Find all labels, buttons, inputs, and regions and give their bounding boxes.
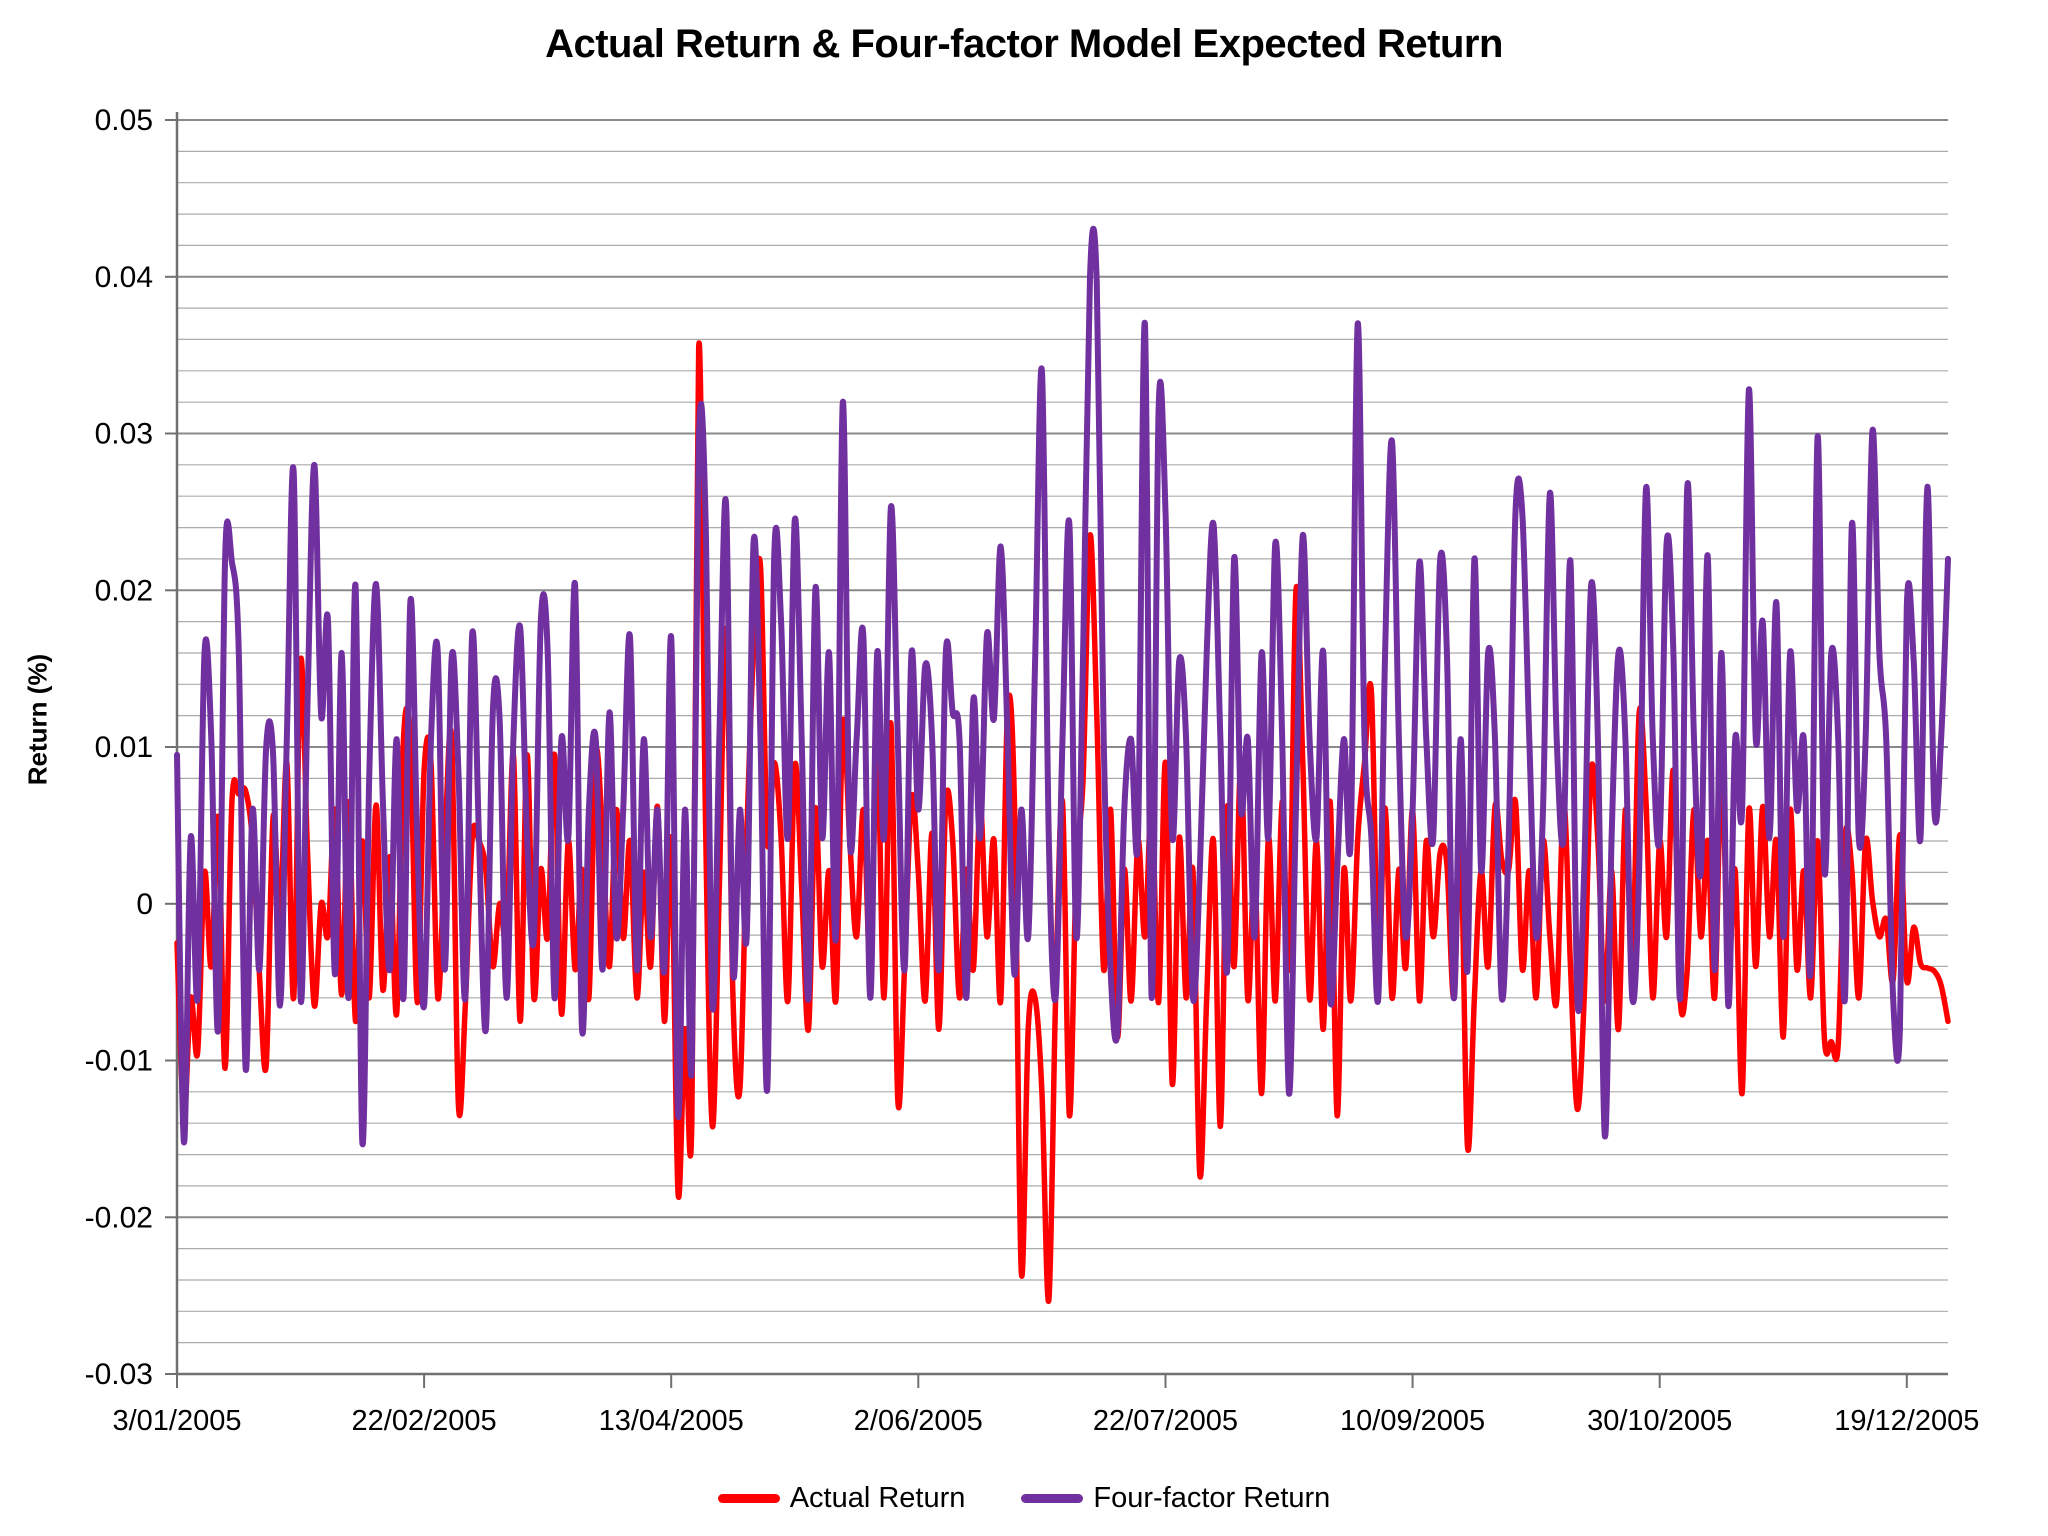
y-axis-tick-label: 0.03 — [95, 418, 153, 451]
y-axis-tick-label: 0 — [136, 888, 153, 921]
y-axis-tick-label: -0.02 — [85, 1201, 153, 1234]
x-axis-tick-label: 13/04/2005 — [599, 1405, 744, 1437]
x-axis-tick-label: 30/10/2005 — [1587, 1405, 1732, 1437]
chart-legend: Actual Return Four-factor Return — [0, 1482, 2048, 1515]
x-axis-tick-label: 22/02/2005 — [352, 1405, 497, 1437]
x-axis-tick-label: 10/09/2005 — [1340, 1405, 1485, 1437]
y-axis-tick-label: 0.01 — [95, 731, 153, 764]
y-axis-tick-label: 0.04 — [95, 261, 153, 294]
legend-label: Actual Return — [789, 1482, 966, 1514]
legend-label: Four-factor Return — [1093, 1482, 1331, 1514]
legend-swatch — [717, 1494, 780, 1503]
y-axis-tick-label: 0.02 — [95, 574, 153, 607]
y-axis-tick-label: -0.03 — [85, 1358, 153, 1391]
legend-item-actual-return: Actual Return — [717, 1482, 966, 1515]
legend-swatch — [1021, 1494, 1084, 1503]
legend-item-four-factor-return: Four-factor Return — [1021, 1482, 1330, 1515]
x-axis-tick-label: 3/01/2005 — [112, 1405, 241, 1437]
series-line-four-factor-return — [174, 226, 1951, 1148]
x-axis-tick-label: 19/12/2005 — [1834, 1405, 1979, 1437]
chart-title: Actual Return & Four-factor Model Expect… — [545, 22, 1503, 66]
y-axis-tick-label: -0.01 — [85, 1045, 153, 1078]
series-line-actual-return — [174, 340, 1951, 1304]
x-axis-tick-label: 2/06/2005 — [854, 1405, 983, 1437]
x-axis-tick-label: 22/07/2005 — [1093, 1405, 1238, 1437]
y-axis-tick-label: 0.05 — [95, 104, 153, 137]
